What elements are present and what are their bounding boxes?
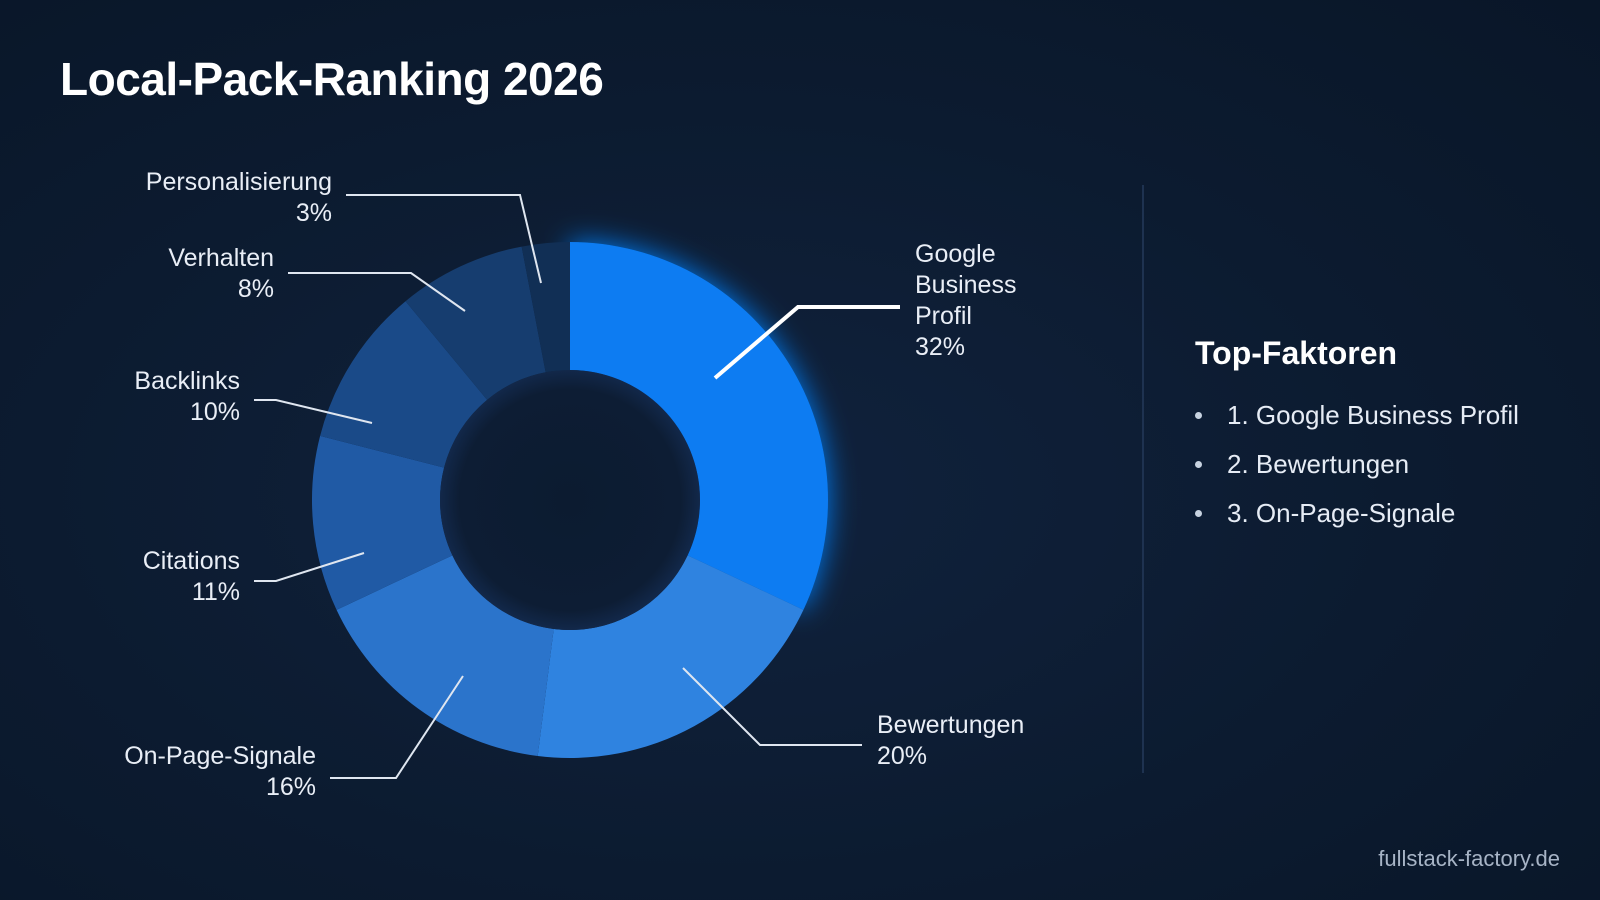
slice-label-name: On-Page-Signale <box>124 742 316 770</box>
top-factors-title: Top-Faktoren <box>1195 335 1398 371</box>
top-factor-item: 2. Bewertungen <box>1195 447 1575 496</box>
slice-label: Verhalten 8% <box>168 244 274 303</box>
slice-label-name: Business <box>915 271 1016 299</box>
slice-label-value: 8% <box>238 275 274 303</box>
slice-label-name: Backlinks <box>134 367 240 395</box>
slice-label-name: Citations <box>143 547 240 575</box>
chart-title: Local-Pack-Ranking 2026 <box>60 53 604 105</box>
slice-labels: Google Business Profil 32% Bewertungen 20% On-… <box>124 168 1024 801</box>
slice-label: Google Business Profil 32% <box>915 240 1016 361</box>
donut-slice <box>521 242 570 373</box>
slice-label-value: 3% <box>296 199 332 227</box>
top-factors-list: 1. Google Business Profil 2. Bewertungen… <box>1195 398 1575 545</box>
leader-line <box>288 272 466 312</box>
slice-label: Backlinks 10% <box>134 367 240 426</box>
leader-line <box>254 399 373 424</box>
donut-slice <box>336 555 554 756</box>
slice-label: Personalisierung 3% <box>146 168 332 227</box>
slice-label-name: Bewertungen <box>877 711 1024 739</box>
donut-slice <box>405 246 546 400</box>
slice-label-value: 11% <box>192 578 240 606</box>
top-factor-item: 3. On-Page-Signale <box>1195 496 1575 545</box>
leader-lines <box>254 194 900 779</box>
top-factors-panel: Top-Faktoren 1. Google Business Profil 2… <box>1195 335 1575 545</box>
leader-line <box>713 305 900 380</box>
donut-slice <box>320 301 488 468</box>
leader-line <box>682 667 862 746</box>
donut-hole <box>440 370 700 630</box>
donut-slice <box>312 435 453 610</box>
top-factor-item: 1. Google Business Profil <box>1195 398 1575 447</box>
slice-label-name: Personalisierung <box>146 168 332 196</box>
donut-slice <box>537 555 804 758</box>
slice-label-value: 20% <box>877 742 927 770</box>
donut-chart: Google Business Profil 32% Bewertungen 20% On-… <box>124 168 1024 801</box>
slice-label-value: 32% <box>915 333 965 361</box>
slice-label: Bewertungen 20% <box>877 711 1024 770</box>
leader-line <box>330 675 464 779</box>
slice-label-value: 10% <box>190 398 240 426</box>
slice-label: On-Page-Signale 16% <box>124 742 316 801</box>
leader-line <box>254 552 365 582</box>
divider <box>1142 185 1144 773</box>
slice-label-name: Google <box>915 240 996 268</box>
leader-line <box>346 194 542 284</box>
slice-label-name: Profil <box>915 302 972 330</box>
footer-domain: fullstack-factory.de <box>1378 846 1560 871</box>
slice-label-value: 16% <box>266 773 316 801</box>
slice-label-name: Verhalten <box>168 244 274 272</box>
slice-label: Citations 11% <box>143 547 240 606</box>
